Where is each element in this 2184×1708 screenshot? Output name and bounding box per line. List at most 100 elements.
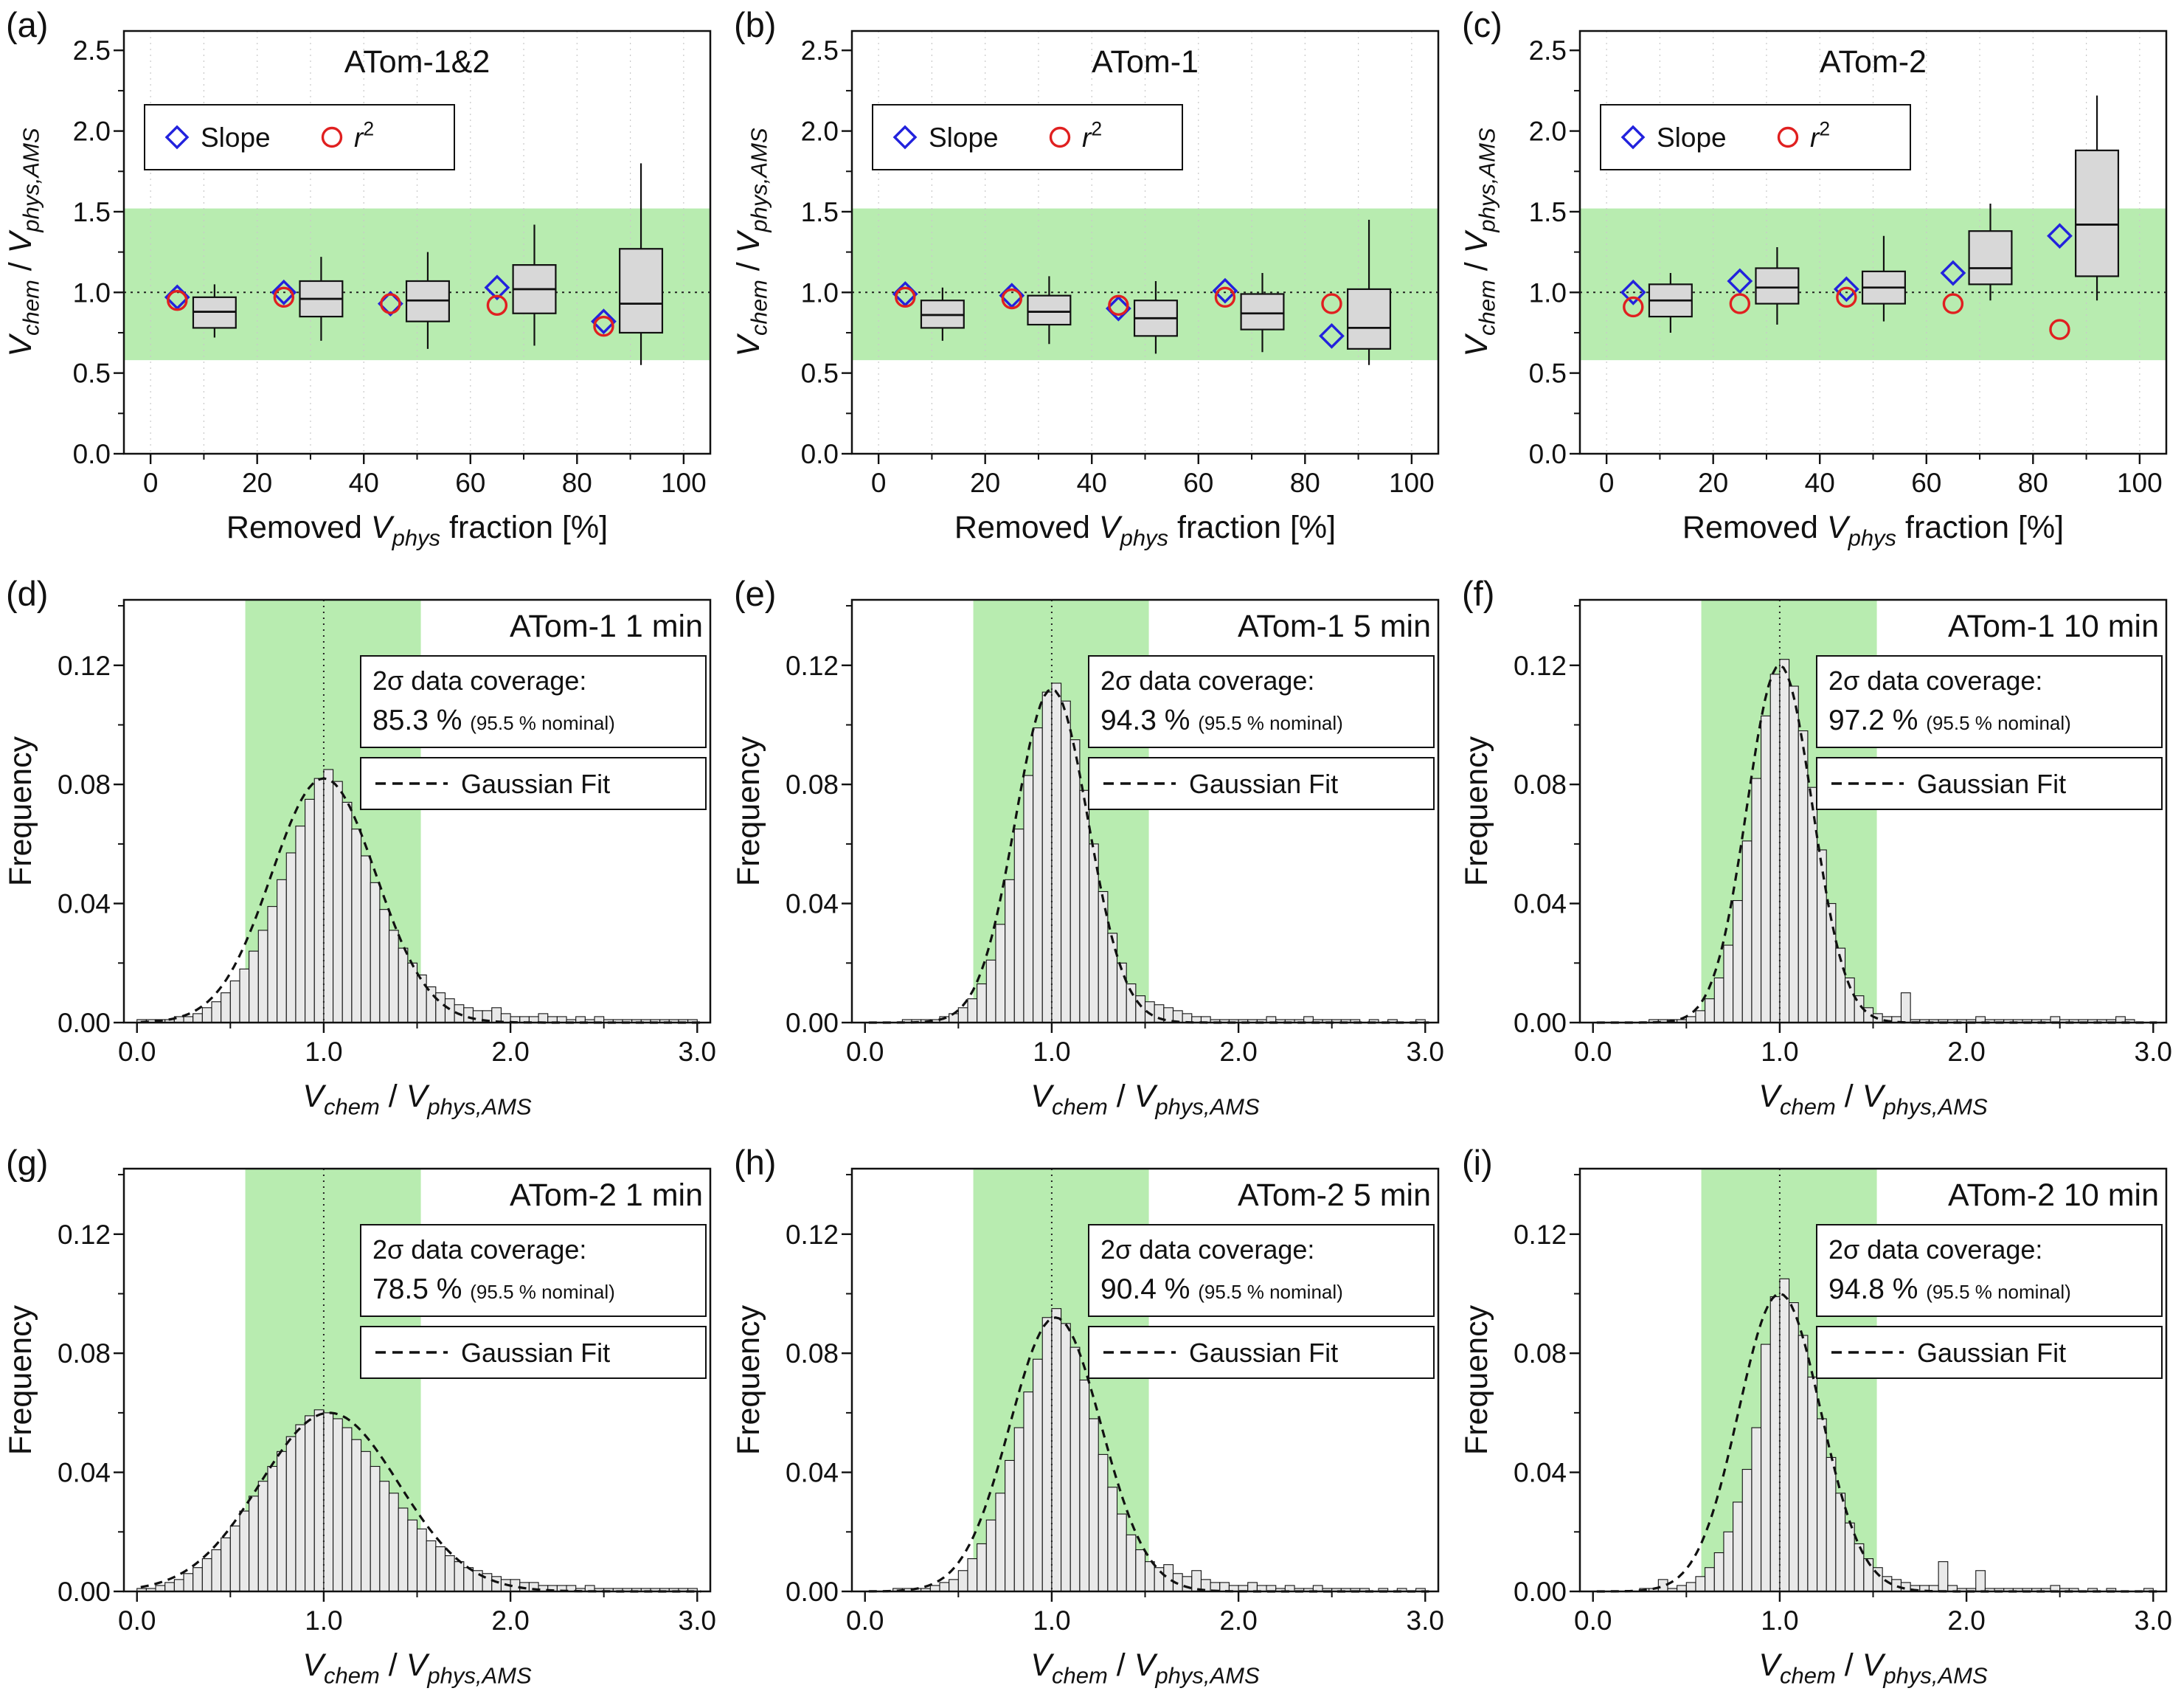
panel-f: (f) 0.0 1.0 2.0 3.0 0.00 0.04 0.08 0.12 Vchem / …: [1456, 569, 2184, 1138]
y-tick-label: 0.5: [73, 359, 111, 389]
histogram-bar: [277, 1451, 287, 1592]
y-tick-label: 0.04: [786, 889, 839, 919]
y-tick-label: 2.0: [801, 117, 839, 147]
legend-r2-marker-icon: [321, 126, 343, 148]
y-tick-label: 0.00: [58, 1008, 111, 1038]
coverage-value: 97.2 % (95.5 % nominal): [1828, 705, 2071, 736]
x-tick-label: 60: [1911, 468, 1941, 498]
x-tick-label: 2.0: [1219, 1605, 1257, 1636]
panel-title: ATom-1 5 min: [1238, 609, 1431, 644]
histogram-bar: [1761, 715, 1771, 1023]
histogram-bar: [201, 1007, 212, 1023]
x-tick-label: 3.0: [1407, 1037, 1444, 1067]
panel-a: (a) 0 20 40 60 80 100 0.0 0.5 1.0 1.5 2.0 2.5 Remove…: [0, 0, 728, 569]
histogram-bar: [173, 1579, 184, 1592]
panel-c: (c) 0 20 40 60 80 100 0.0 0.5 1.0 1.5 2.0 2.5 Remove…: [1456, 0, 2184, 569]
y-axis-title: Frequency: [3, 736, 38, 886]
histogram-bar: [285, 1436, 297, 1592]
histogram-bar: [407, 962, 418, 1023]
box: [1968, 230, 2013, 286]
histogram-bar: [1705, 998, 1715, 1023]
y-axis-title: Frequency: [731, 1304, 766, 1455]
histogram-bar: [229, 1525, 240, 1592]
fit-legend-box: [1088, 1326, 1435, 1379]
histogram-bar: [295, 1424, 306, 1592]
histogram-bar: [333, 781, 343, 1023]
histogram-bar: [1247, 1582, 1258, 1592]
y-tick-label: 0.0: [801, 439, 839, 469]
r2-marker: [486, 294, 508, 316]
histogram-bar: [351, 829, 362, 1023]
histogram-bar: [1005, 1459, 1015, 1592]
y-tick-label: 0.04: [1514, 1458, 1567, 1488]
coverage-value: 85.3 % (95.5 % nominal): [372, 705, 615, 736]
box: [619, 248, 664, 334]
histogram-bar: [454, 1561, 465, 1592]
histogram-bar: [388, 930, 399, 1023]
coverage-label: 2σ data coverage:: [1100, 1234, 1314, 1265]
histogram-bar: [379, 1481, 390, 1592]
panel-h: (h) 0.0 1.0 2.0 3.0 0.00 0.04 0.08 0.12 Vchem / …: [728, 1138, 1456, 1707]
histogram-bar: [1695, 1576, 1706, 1592]
x-tick-label: 0: [871, 468, 887, 498]
histogram-bar: [398, 947, 409, 1023]
histogram-bar: [370, 1465, 381, 1592]
histogram-bar: [351, 1439, 362, 1592]
x-tick-label: 80: [1290, 468, 1320, 498]
panel-letter: (g): [6, 1143, 49, 1182]
histogram-bar: [1798, 1335, 1809, 1592]
histogram-bar: [1107, 1487, 1118, 1592]
histogram-bar: [239, 1510, 250, 1592]
panel-letter: (b): [734, 5, 777, 44]
histogram-chart-atom2-5min: 0.0 1.0 2.0 3.0 0.00 0.04 0.08 0.12 Vchem / Vphy…: [731, 1167, 1444, 1688]
y-tick-label: 0.00: [786, 1577, 839, 1607]
slope-marker: [1727, 268, 1753, 294]
histogram-bar: [491, 1576, 502, 1592]
fit-legend-label: Gaussian Fit: [1917, 769, 2066, 799]
y-tick-label: 1.5: [801, 197, 839, 227]
histogram-bar: [1779, 1278, 1790, 1592]
panel-b: (b) 0 20 40 60 80 100 0.0 0.5 1.0 1.5 2.0 2.5 Remove…: [728, 0, 1456, 569]
r2-marker: [2049, 319, 2070, 340]
histogram-bar: [1938, 1561, 1949, 1592]
histogram-bar: [1713, 977, 1724, 1023]
y-axis-title: Frequency: [1459, 1304, 1494, 1455]
y-tick-label: 1.0: [73, 277, 111, 308]
y-tick-label: 0.5: [801, 359, 839, 389]
histogram-bar: [1061, 1323, 1071, 1592]
histogram-bar: [1070, 739, 1081, 1023]
histogram-bar: [977, 983, 987, 1023]
panel-e: (e) 0.0 1.0 2.0 3.0 0.00 0.04 0.08 0.12 Vchem / …: [728, 569, 1456, 1138]
coverage-box: [360, 655, 707, 748]
x-tick-label: 0.0: [1574, 1605, 1612, 1636]
panel-letter: (e): [734, 574, 777, 613]
histogram-bar: [1191, 1570, 1202, 1592]
histogram-bar: [1723, 1531, 1734, 1592]
slope-marker: [2047, 223, 2073, 249]
x-tick-label: 0.0: [846, 1605, 884, 1636]
histogram-bar: [1013, 1427, 1025, 1592]
y-axis-title: Frequency: [731, 736, 766, 886]
histogram-bar: [1807, 1376, 1818, 1592]
histogram-bar: [342, 1427, 353, 1592]
legend-r2-label: r2: [1082, 118, 1102, 153]
x-tick-label: 40: [1805, 468, 1835, 498]
histogram-chart-atom1-1min: 0.0 1.0 2.0 3.0 0.00 0.04 0.08 0.12 Vchem / Vphy…: [3, 598, 716, 1119]
histogram-bar: [1789, 685, 1799, 1023]
gaussian-fit-curve: [1596, 663, 2157, 1024]
y-tick-label: 0.00: [1514, 1577, 1567, 1607]
r2-marker: [1836, 286, 1857, 308]
x-axis-title: Removed Vphys fraction [%]: [954, 510, 1336, 550]
panel-g: (g) 0.0 1.0 2.0 3.0 0.00 0.04 0.08 0.12 Vchem / …: [0, 1138, 728, 1707]
x-axis-title: Vchem / Vphys,AMS: [1030, 1648, 1260, 1688]
histogram-bar: [1741, 840, 1753, 1023]
x-tick-label: 1.0: [1761, 1037, 1798, 1067]
y-tick-label: 0.12: [58, 1220, 111, 1250]
legend-r2-marker-icon: [1049, 126, 1071, 148]
histogram-bar: [1695, 1010, 1706, 1023]
histogram-bar: [257, 1481, 268, 1592]
histogram-bar: [277, 879, 287, 1023]
y-axis-title: Vchem / Vphys,AMS: [731, 128, 772, 357]
y-tick-label: 2.5: [1529, 35, 1567, 66]
histogram-bar: [1013, 829, 1025, 1023]
